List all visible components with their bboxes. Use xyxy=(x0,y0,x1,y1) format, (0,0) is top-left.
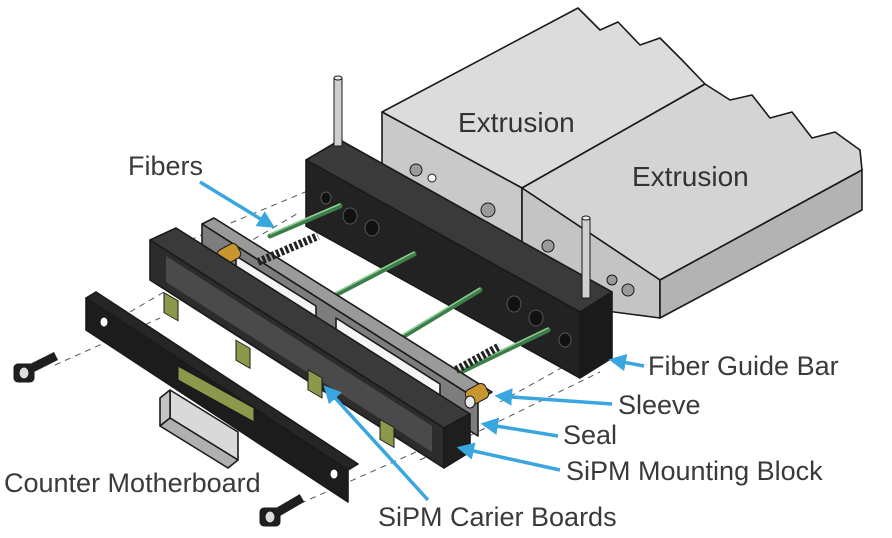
mounting-screws xyxy=(256,232,502,374)
sipm-carrier-board xyxy=(235,339,251,370)
extrusion-front-side xyxy=(659,169,863,319)
arrow-sleeve xyxy=(494,388,613,406)
arrow-fiber-guide-bar xyxy=(608,353,645,372)
arrow-fibers xyxy=(199,180,275,228)
arrow-sipm-carier-boards xyxy=(323,385,430,502)
sipm-carrier-board xyxy=(379,418,395,449)
label-sleeve: Sleeve xyxy=(618,390,701,420)
counter-motherboard xyxy=(85,291,359,503)
screw-left xyxy=(13,351,59,383)
label-extrusion-1: Extrusion xyxy=(458,107,575,138)
sipm-carrier-board xyxy=(307,369,323,399)
arrow-sipm-mounting-block xyxy=(456,442,561,472)
extrusion-hole xyxy=(409,163,423,177)
extrusion-hole xyxy=(427,173,437,183)
sleeves xyxy=(216,243,490,409)
label-sipm-carier-boards: SiPM Carier Boards xyxy=(378,502,617,532)
label-fiber-guide-bar: Fiber Guide Bar xyxy=(648,351,839,381)
extrusion-hole xyxy=(541,239,555,253)
label-counter-motherboard: Counter Motherboard xyxy=(4,468,261,498)
alignment-pin xyxy=(333,77,343,147)
label-extrusion-2: Extrusion xyxy=(632,161,749,192)
extrusion-hole xyxy=(621,283,635,297)
arrow-seal xyxy=(480,417,559,438)
sipm-carrier-board xyxy=(163,291,179,322)
label-sipm-mounting-block: SiPM Mounting Block xyxy=(566,456,823,486)
alignment-pin xyxy=(581,217,591,299)
extrusion-hole xyxy=(480,202,496,218)
callouts: Fibers Fiber Guide Bar Sleeve Seal SiPM … xyxy=(4,151,839,532)
screw-bottom xyxy=(259,494,305,527)
label-fibers: Fibers xyxy=(128,151,203,181)
extrusion-hole xyxy=(606,274,618,286)
fiber-guide-bar xyxy=(305,75,613,379)
label-seal: Seal xyxy=(563,420,617,450)
